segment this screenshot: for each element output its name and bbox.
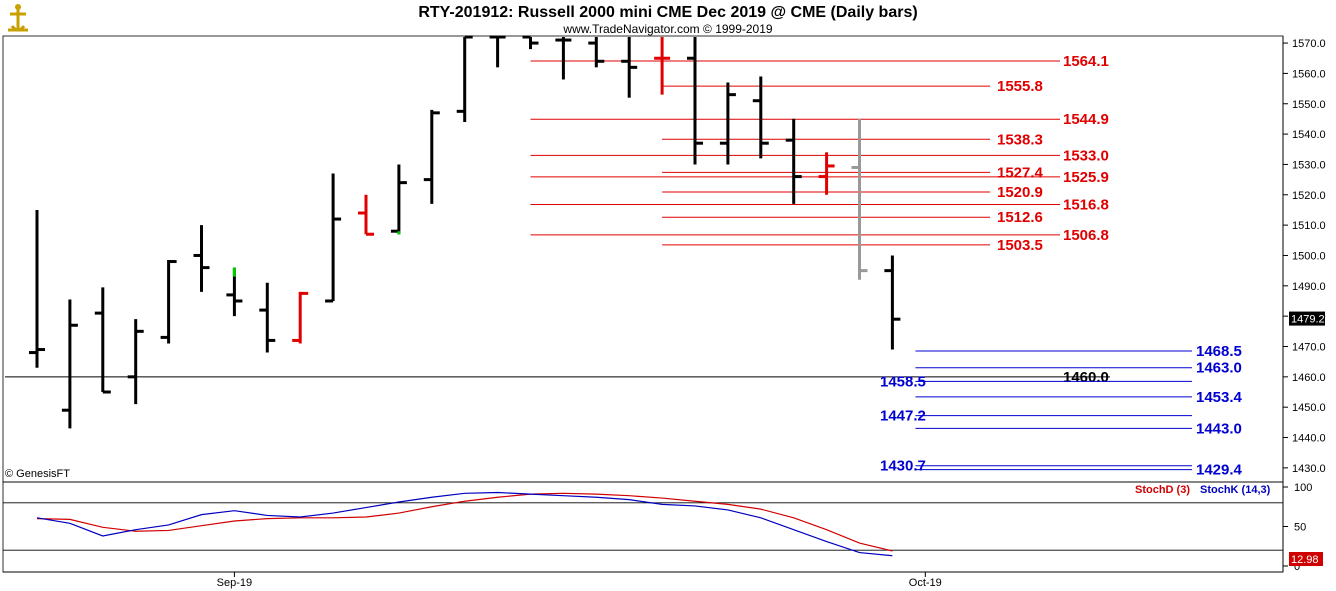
stoch-series-line [36,492,893,552]
price-tick-label: 1550.0 [1292,99,1326,111]
price-tick-label: 1540.0 [1292,129,1326,141]
price-bar [94,287,111,394]
level-label: 1512.6 [997,209,1043,226]
level-label: 1527.4 [997,164,1044,181]
level-label: 1463.0 [1196,360,1242,377]
copyright-label: © GenesisFT [5,468,70,480]
level-label: 1468.5 [1196,343,1242,360]
logo-icon [8,4,28,32]
price-tick-label: 1530.0 [1292,159,1326,171]
x-axis: Sep-19 Oct-19 [217,572,942,589]
stoch-last-badge: 12.98 [1289,552,1323,566]
level-label: 1564.1 [1063,53,1109,70]
price-bar [226,267,243,317]
price-bar [588,37,605,68]
price-bar [259,282,276,353]
x-tick-label: Sep-19 [217,577,252,589]
price-bar [29,209,45,368]
price-bar [193,225,210,292]
price-bar [160,260,177,344]
stochastic-lines [36,491,893,557]
level-label: 1430.7 [880,458,926,475]
price-bar [785,118,802,204]
price-tick-label: 1450.0 [1292,402,1326,414]
level-label: 1458.5 [880,373,926,390]
last-price-badge: 1479.2 [1289,311,1325,326]
price-bar [687,37,703,165]
level-label: 1525.9 [1063,169,1109,186]
level-label: 1429.4 [1196,462,1243,479]
price-bar [489,35,506,68]
price-tick-label: 1470.0 [1292,341,1326,353]
level-label: 1516.8 [1063,196,1109,213]
stoch-last-label: 12.98 [1291,554,1319,566]
stoch-tick-label: 100 [1294,482,1312,494]
price-tick-label: 1440.0 [1292,433,1326,445]
price-bar [390,164,407,235]
price-bar [884,255,901,350]
price-bar [752,76,769,159]
price-tick-label: 1460.0 [1292,372,1326,384]
level-label: 1453.4 [1196,389,1243,406]
chart-title: RTY-201912: Russell 2000 mini CME Dec 20… [418,4,917,21]
level-label: 1555.8 [997,78,1043,95]
price-axis: 1430.01440.01450.01460.01470.01480.01490… [1283,38,1326,475]
price-bar [127,319,144,405]
level-label: 1520.9 [997,184,1043,201]
stochastic-axis: 0 50 100 [3,482,1312,573]
stoch-tick-label: 50 [1294,522,1306,534]
chart-subtitle: www.TradeNavigator.com © 1999-2019 [562,22,772,36]
last-price-label: 1479.2 [1291,314,1325,326]
price-bar [654,37,671,95]
price-bar [292,291,309,344]
price-bar [851,118,868,280]
price-bar [719,82,736,165]
legend-stochk: StochK (14,3) [1200,484,1271,496]
price-tick-label: 1520.0 [1292,190,1326,202]
price-tick-label: 1430.0 [1292,463,1326,475]
price-bar [522,35,539,50]
level-label: 1443.0 [1196,420,1242,437]
price-bar [358,194,374,236]
level-label: 1447.2 [880,408,926,425]
price-bar [423,109,440,204]
price-tick-label: 1510.0 [1292,220,1326,232]
level-label: 1544.9 [1063,111,1109,128]
x-tick-label: Oct-19 [909,577,942,589]
level-lines: 1564.1 1555.8 1544.9 1538.3 1533.0 1527.4 1525… [5,53,1243,479]
stoch-series-line [36,491,893,557]
price-bar [61,299,78,429]
level-label: 1503.5 [997,237,1043,254]
price-tick-label: 1570.0 [1292,38,1326,50]
price-bar [325,173,342,303]
price-bars [29,35,901,429]
level-label: 1538.3 [997,131,1043,148]
stoch-tick-label: 0 [1294,561,1300,573]
price-tick-label: 1560.0 [1292,68,1326,80]
price-bar [555,37,572,80]
level-label: 1460.0 [1063,369,1109,386]
price-tick-label: 1500.0 [1292,250,1326,262]
legend-stochd: StochD (3) [1135,484,1190,496]
price-bar [621,37,638,98]
price-bar [456,35,473,122]
level-label: 1533.0 [1063,147,1109,164]
price-tick-label: 1490.0 [1292,281,1326,293]
price-panel [2,35,1284,483]
price-bar [818,152,835,195]
level-label: 1506.8 [1063,227,1109,244]
